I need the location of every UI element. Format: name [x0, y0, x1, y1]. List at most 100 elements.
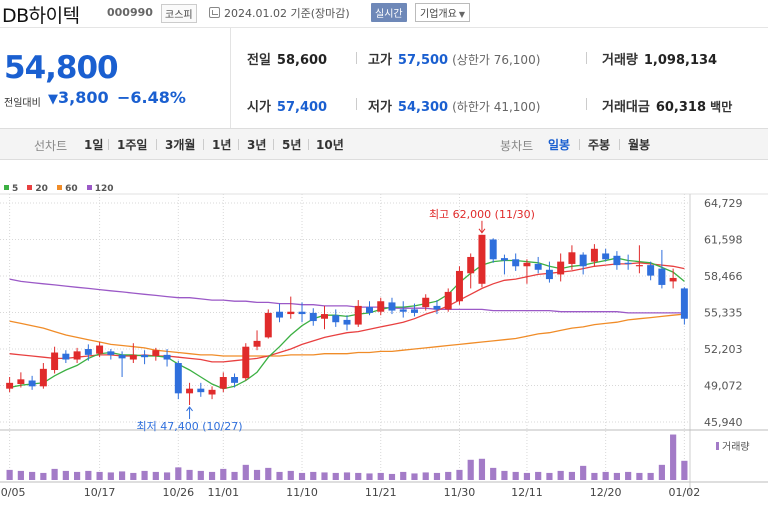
candle-body	[399, 309, 407, 312]
candle-body	[219, 377, 227, 389]
volume-bar	[276, 471, 283, 480]
volume-bar	[456, 469, 463, 480]
legend-swatch	[4, 185, 9, 190]
candle-body	[433, 305, 441, 310]
x-tick-label: 10/05	[0, 486, 25, 499]
legend-ma20: 20	[27, 184, 48, 194]
period-3m[interactable]: 3개월	[165, 138, 196, 152]
period-bar: 선차트 1일 1주일 3개월 1년 3년 5년 10년 봉차트 일봉 주봉 월봉	[0, 129, 768, 160]
candle-body	[264, 312, 272, 338]
prev-close-label: 전일	[247, 53, 271, 68]
period-1w[interactable]: 1주일	[117, 138, 148, 152]
volume-bar	[197, 470, 204, 480]
change-absolute: ▼3,800	[48, 88, 109, 107]
candle-body	[62, 353, 70, 360]
stock-name: DB하이텍	[2, 5, 80, 27]
current-price: 54,800	[4, 50, 119, 86]
volume-bar	[557, 470, 564, 480]
legend-swatch	[57, 185, 63, 190]
volume-bar	[118, 471, 126, 480]
candle-body	[366, 307, 373, 313]
divider	[586, 52, 587, 64]
candle-body	[287, 311, 295, 315]
divider	[356, 98, 357, 110]
candle-body	[73, 351, 81, 360]
candle-weekly[interactable]: 주봉	[588, 138, 611, 152]
divider	[586, 98, 587, 110]
candle-body	[84, 349, 92, 355]
candle-body	[613, 255, 621, 266]
candle-body	[152, 350, 160, 357]
candle-body	[107, 351, 115, 355]
candle-body	[500, 258, 508, 261]
period-1d[interactable]: 1일	[84, 138, 104, 152]
market-badge: 코스피	[161, 4, 197, 23]
candle-body	[321, 314, 328, 319]
x-tick-label: 10/17	[84, 486, 116, 499]
candle-body	[186, 388, 194, 394]
company-overview-dropdown[interactable]: 기업개요 ▼	[415, 3, 470, 22]
realtime-button[interactable]: 실시간	[371, 3, 407, 22]
candle-body	[545, 269, 553, 280]
volume-bar	[670, 434, 677, 480]
volume-bar	[231, 471, 238, 480]
candle-body	[410, 309, 418, 313]
volume-bar	[107, 472, 114, 480]
divider	[356, 52, 357, 64]
open-price: 시가 57,400	[247, 96, 327, 115]
volume-bar	[591, 472, 598, 480]
legend-ma5: 5	[4, 184, 18, 194]
x-tick-label: 12/20	[590, 486, 622, 499]
candle-body	[579, 254, 587, 267]
period-5y[interactable]: 5년	[282, 138, 302, 152]
candle-body	[208, 389, 216, 395]
candle-body	[276, 311, 284, 318]
volume-bar	[321, 472, 328, 480]
x-tick-label: 12/11	[511, 486, 543, 499]
line-chart-label: 선차트	[34, 139, 68, 153]
x-tick-label: 11/21	[365, 486, 397, 499]
volume-bar	[186, 469, 193, 480]
volume-bar	[400, 471, 407, 480]
legend-swatch	[27, 185, 33, 190]
volume-bar	[568, 471, 576, 480]
candle-chart-label: 봉차트	[500, 139, 534, 153]
candle-body	[332, 315, 340, 323]
candle-body	[624, 262, 632, 264]
upper-limit: (상한가 76,100)	[452, 53, 541, 67]
volume-bar	[141, 470, 148, 480]
candle-monthly[interactable]: 월봉	[628, 138, 651, 152]
period-1y[interactable]: 1년	[212, 138, 232, 152]
candle-body	[96, 345, 104, 354]
candle-body	[658, 268, 666, 285]
candle-body	[163, 354, 171, 360]
low-label: 저가	[368, 100, 392, 115]
volume-bar	[512, 471, 519, 480]
volume-bar	[343, 472, 351, 480]
volume-bar	[17, 470, 24, 480]
volume-bar	[636, 472, 643, 480]
period-3y[interactable]: 3년	[247, 138, 267, 152]
volume-bar	[175, 467, 182, 480]
candle-daily[interactable]: 일봉	[548, 138, 571, 152]
period-10y[interactable]: 10년	[316, 138, 344, 152]
price-chart[interactable]: 64,729 61,598 58,466 55,335 52,203 49,072 45,9…	[0, 160, 768, 526]
volume-bar	[355, 472, 362, 480]
divider	[273, 139, 274, 150]
candle-body	[354, 305, 362, 325]
volume-bar	[332, 472, 339, 480]
divider	[203, 139, 204, 150]
ma-legend: 5 20 60 120	[4, 184, 120, 194]
volume-bar	[163, 472, 171, 480]
prev-close-value: 58,600	[276, 53, 328, 68]
candle-body	[253, 340, 261, 347]
candle-body	[174, 363, 182, 394]
change-absolute-value: 3,800	[58, 88, 109, 107]
volume-bar	[422, 472, 429, 480]
x-tick-label: 11/30	[444, 486, 476, 499]
volume-bar	[85, 470, 92, 480]
candle-body	[6, 382, 14, 389]
candle-body	[534, 263, 542, 270]
volume-bar	[29, 471, 36, 480]
volume-bar	[287, 470, 294, 480]
